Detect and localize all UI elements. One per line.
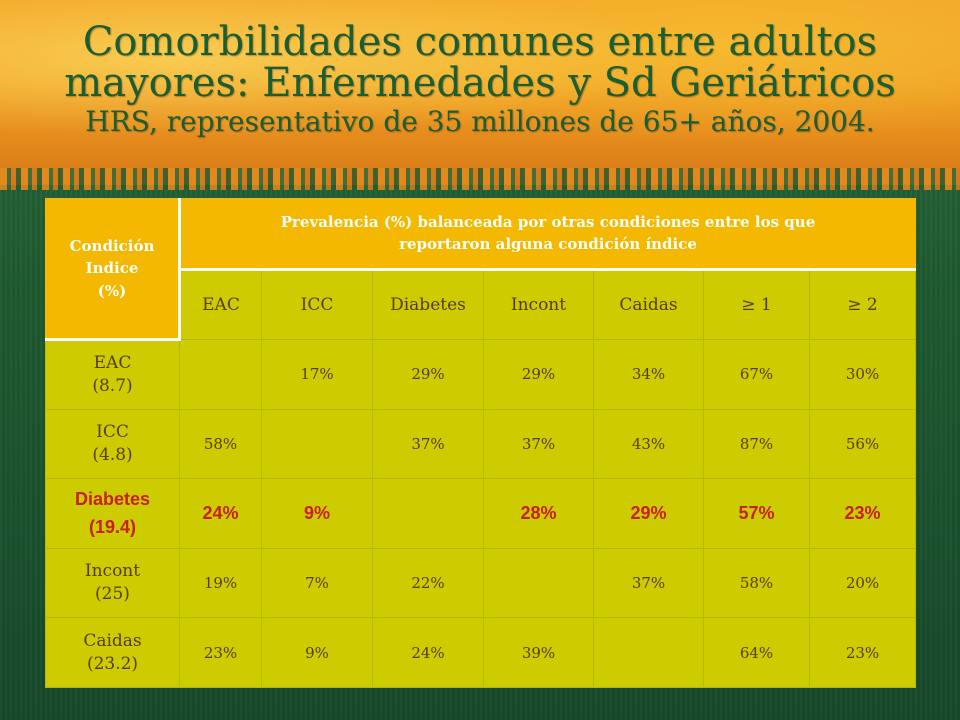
row-name: EAC (93, 352, 132, 373)
table-cell: 37% (483, 408, 594, 480)
column-header: Diabetes (372, 268, 484, 341)
row-name: Incont (84, 561, 141, 582)
table-cell: 23% (808, 478, 917, 549)
table-cell: 64% (703, 617, 810, 688)
prevalence-header-line-1: Prevalencia (%) balanceada por otras con… (280, 212, 816, 231)
table-cell: 9% (261, 478, 373, 549)
title-banner (0, 0, 960, 185)
title-line-2: mayores: Enfermedades y Sd Geriátricos (64, 59, 896, 106)
table-cell: 20% (808, 547, 917, 619)
slide-title: Comorbilidades comunes entre adultos may… (0, 22, 960, 136)
table-cell: 58% (703, 547, 810, 619)
column-header: ≥ 2 (808, 268, 917, 341)
row-prevalence: (19.4) (88, 516, 137, 537)
column-header: EAC (179, 268, 262, 341)
title-line-1: Comorbilidades comunes entre adultos (82, 19, 878, 65)
row-name: ICC (96, 422, 129, 443)
table-cell: 23% (808, 617, 917, 688)
table-row: Incont (25) 19% 7% 22% 37% 58% 20% (45, 547, 917, 619)
table-cell: 87% (703, 408, 810, 480)
row-label: EAC (8.7) (45, 339, 180, 410)
table-cell: 24% (179, 478, 262, 549)
table-cell: 24% (372, 617, 484, 688)
row-label: ICC (4.8) (45, 408, 180, 480)
table-cell: 67% (703, 339, 810, 410)
corner-line-1: Condición (69, 236, 155, 255)
table-cell (261, 408, 373, 480)
row-prevalence: (25) (95, 584, 130, 605)
column-header: ≥ 1 (703, 268, 810, 341)
table-cell: 9% (261, 617, 373, 688)
table-cell: 17% (261, 339, 373, 410)
row-prevalence: (8.7) (92, 375, 133, 396)
table-cell: 28% (483, 478, 594, 549)
row-name: Diabetes (74, 488, 151, 509)
table-cell: 58% (179, 408, 262, 480)
corner-header: Condición Indice (%) (45, 197, 181, 342)
row-label: Caidas (23.2) (45, 617, 180, 688)
corner-line-3: (%) (97, 281, 127, 300)
table-row-highlighted: Diabetes (19.4) 24% 9% 28% 29% 57% 23% (45, 478, 917, 549)
table-cell: 57% (703, 478, 810, 549)
table-cell: 7% (261, 547, 373, 619)
column-header: ICC (261, 268, 373, 341)
table-cell: 23% (179, 617, 262, 688)
table-row: Caidas (23.2) 23% 9% 24% 39% 64% 23% (45, 617, 917, 688)
table-row: ICC (4.8) 58% 37% 37% 43% 87% 56% (45, 408, 917, 480)
column-header: Caidas (593, 268, 704, 341)
row-label: Diabetes (19.4) (45, 478, 180, 549)
table-cell: 29% (593, 478, 704, 549)
table-cell: 22% (372, 547, 484, 619)
table-cell: 29% (483, 339, 594, 410)
row-prevalence: (23.2) (86, 653, 139, 674)
table-cell: 19% (179, 547, 262, 619)
prevalence-header-line-2: reportaron alguna condición índice (399, 235, 697, 254)
row-name: Caidas (83, 630, 142, 651)
table-cell (593, 617, 704, 688)
table-cell (372, 478, 484, 549)
table-cell (179, 339, 262, 410)
table-cell: 37% (372, 408, 484, 480)
slide-subtitle: HRS, representativo de 35 millones de 65… (85, 104, 875, 138)
prevalence-header: Prevalencia (%) balanceada por otras con… (178, 198, 917, 271)
banner-edge (0, 168, 960, 190)
table-cell (483, 547, 594, 619)
row-label: Incont (25) (45, 547, 180, 619)
corner-line-2: Indice (85, 259, 139, 278)
comorbidity-table: Condición Indice (%) Prevalencia (%) bal… (45, 197, 917, 688)
table-cell: 30% (808, 339, 917, 410)
table-cell: 34% (593, 339, 704, 410)
table-cell: 56% (808, 408, 917, 480)
table-row: EAC (8.7) 17% 29% 29% 34% 67% 30% (45, 339, 917, 410)
table-cell: 37% (593, 547, 704, 619)
column-header: Incont (483, 268, 594, 341)
table-cell: 39% (483, 617, 594, 688)
table-cell: 29% (372, 339, 484, 410)
table-cell: 43% (593, 408, 704, 480)
row-prevalence: (4.8) (92, 444, 133, 465)
